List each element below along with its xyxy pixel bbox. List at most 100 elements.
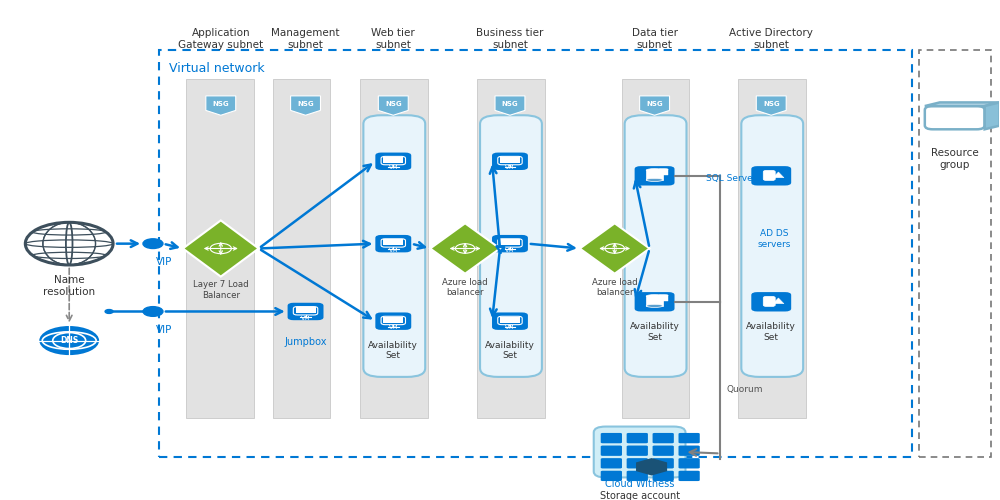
Bar [383,317,403,323]
Text: VM: VM [388,326,398,330]
FancyBboxPatch shape [653,470,674,481]
Bar [383,157,403,163]
Text: Business tier
subnet: Business tier subnet [476,28,544,50]
Bar [296,307,316,313]
Circle shape [105,310,113,314]
Text: SQL Server: SQL Server [706,174,757,182]
Text: Resource
group: Resource group [931,148,979,170]
FancyBboxPatch shape [679,470,700,481]
Circle shape [506,318,514,322]
Circle shape [143,239,163,248]
FancyBboxPatch shape [625,116,686,377]
Bar [646,170,663,180]
Ellipse shape [646,294,663,298]
Polygon shape [580,224,650,274]
Text: VM: VM [388,248,398,253]
FancyBboxPatch shape [635,292,675,312]
FancyBboxPatch shape [492,235,528,252]
Bar [500,240,520,246]
Bar [646,296,663,306]
Bar [159,50,912,457]
Polygon shape [756,96,786,116]
Bar [919,50,991,457]
FancyBboxPatch shape [594,426,685,478]
Text: VM: VM [505,248,515,253]
Text: Layer 7 Load
Balancer: Layer 7 Load Balancer [193,280,249,300]
Bar [738,79,806,418]
Bar [273,79,330,418]
FancyBboxPatch shape [375,152,411,170]
Polygon shape [636,458,667,475]
FancyBboxPatch shape [741,116,803,377]
FancyBboxPatch shape [763,170,775,180]
Polygon shape [291,96,320,116]
Text: Data tier
subnet: Data tier subnet [632,28,678,50]
Text: Web tier
subnet: Web tier subnet [371,28,415,50]
FancyBboxPatch shape [653,446,674,456]
Polygon shape [985,102,1000,130]
FancyBboxPatch shape [601,433,622,444]
FancyBboxPatch shape [763,296,775,306]
Polygon shape [925,102,1000,106]
Ellipse shape [646,178,663,182]
Text: Management
subnet: Management subnet [271,28,340,50]
Text: NSG: NSG [212,101,229,107]
Text: Cloud Witness: Cloud Witness [605,480,674,490]
Bar [186,79,254,418]
Polygon shape [378,96,408,116]
FancyBboxPatch shape [288,303,323,320]
Circle shape [506,158,514,162]
Bar [659,170,668,175]
FancyBboxPatch shape [679,446,700,456]
FancyBboxPatch shape [635,166,675,186]
Text: VM: VM [388,166,398,170]
FancyBboxPatch shape [653,458,674,468]
Text: AD DS
servers: AD DS servers [758,229,791,248]
FancyBboxPatch shape [627,470,648,481]
Polygon shape [430,224,500,274]
FancyBboxPatch shape [751,166,791,186]
Circle shape [301,308,310,312]
Circle shape [389,318,398,322]
Bar [500,317,520,323]
FancyBboxPatch shape [601,470,622,481]
FancyBboxPatch shape [627,446,648,456]
FancyBboxPatch shape [653,433,674,444]
Bar [500,157,520,163]
Circle shape [389,158,398,162]
FancyBboxPatch shape [492,312,528,330]
Polygon shape [495,96,525,116]
FancyBboxPatch shape [480,116,542,377]
Text: Storage account: Storage account [600,490,680,500]
Text: NSG: NSG [297,101,314,107]
FancyBboxPatch shape [492,152,528,170]
Polygon shape [773,172,784,178]
Polygon shape [640,96,670,116]
Bar [477,79,545,418]
Bar [622,79,689,418]
Text: NSG: NSG [502,101,518,107]
Text: VIP: VIP [156,325,172,335]
Text: VM: VM [301,316,310,320]
Text: NSG: NSG [385,101,402,107]
Text: NSG: NSG [763,101,780,107]
Text: DNS: DNS [60,336,78,345]
Circle shape [143,306,163,316]
Ellipse shape [646,304,663,308]
FancyBboxPatch shape [679,433,700,444]
Text: Virtual network: Virtual network [169,62,265,75]
Text: Active Directory
subnet: Active Directory subnet [729,28,813,50]
Text: Jumpbox: Jumpbox [284,336,327,346]
FancyBboxPatch shape [601,446,622,456]
Circle shape [506,240,514,244]
FancyBboxPatch shape [601,458,622,468]
Ellipse shape [659,168,668,170]
Text: Availability
Set: Availability Set [746,322,796,342]
Polygon shape [183,220,259,276]
Polygon shape [773,298,784,304]
FancyBboxPatch shape [375,235,411,252]
Text: Name
resolution: Name resolution [43,275,95,296]
Polygon shape [206,96,236,116]
Text: Application
Gateway subnet: Application Gateway subnet [178,28,263,50]
Text: Quorum: Quorum [726,384,763,394]
